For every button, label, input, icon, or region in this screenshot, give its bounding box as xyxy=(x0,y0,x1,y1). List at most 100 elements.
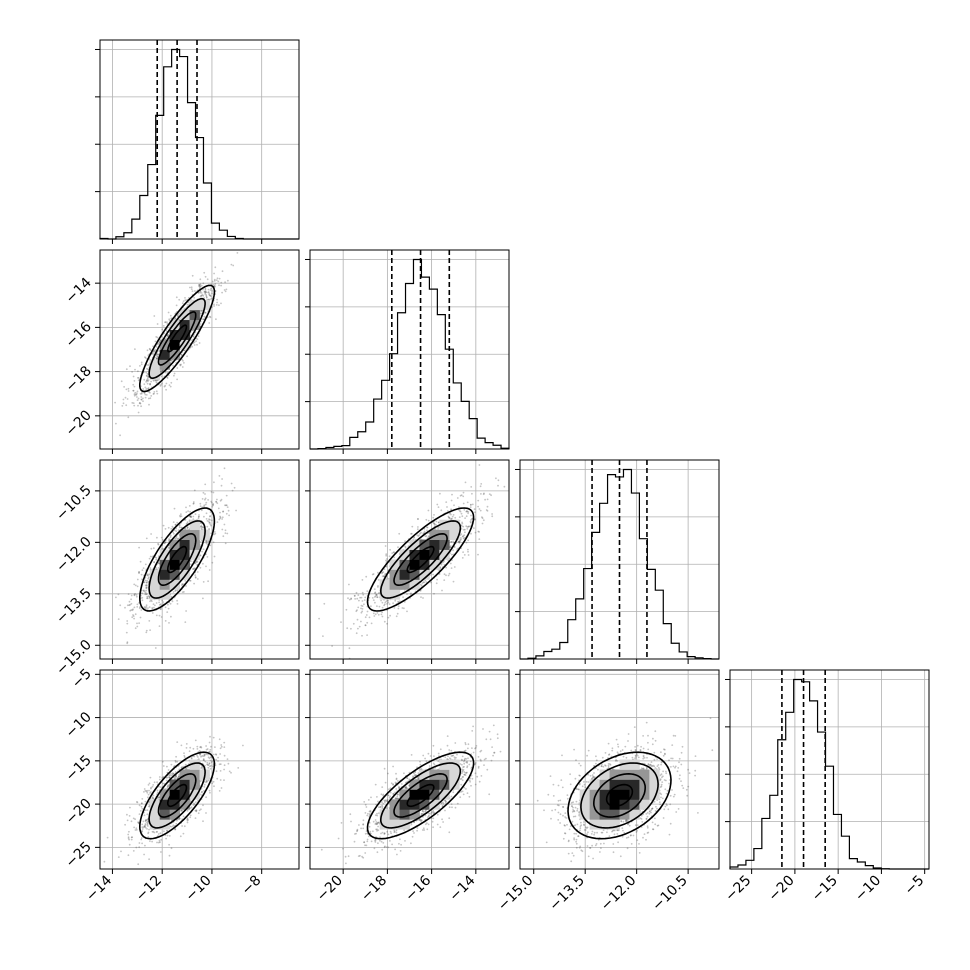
sample-point xyxy=(126,622,129,625)
sample-point xyxy=(148,620,151,622)
sample-point xyxy=(153,561,156,564)
sample-point xyxy=(170,847,173,850)
sample-point xyxy=(323,602,326,605)
sample-point xyxy=(170,615,172,618)
sample-point xyxy=(145,371,148,374)
sample-point xyxy=(435,582,438,585)
sample-point xyxy=(201,550,204,553)
sample-point xyxy=(133,394,136,397)
sample-point xyxy=(200,767,202,769)
sample-point xyxy=(141,826,144,828)
sample-point xyxy=(220,281,223,284)
sample-point xyxy=(145,604,148,607)
sample-point xyxy=(137,397,140,400)
sample-point xyxy=(147,379,150,382)
density-cell xyxy=(159,359,171,370)
sample-point xyxy=(436,578,438,581)
sample-point xyxy=(219,515,221,518)
sample-point xyxy=(157,343,159,346)
sample-point xyxy=(362,593,365,596)
sample-point xyxy=(437,506,440,508)
sample-point xyxy=(202,548,205,551)
sample-point xyxy=(447,516,450,519)
sample-point xyxy=(214,746,216,748)
contour-line xyxy=(139,284,216,393)
sample-point xyxy=(191,290,194,292)
sample-point xyxy=(213,303,215,306)
sample-point xyxy=(440,509,443,512)
sample-point xyxy=(188,515,191,518)
density-cell xyxy=(409,549,420,560)
sample-point xyxy=(186,355,189,358)
sample-point xyxy=(201,526,204,528)
sample-point xyxy=(164,606,167,609)
sample-point xyxy=(172,772,175,775)
sample-point xyxy=(380,613,383,616)
sample-point xyxy=(149,391,151,394)
density-cell xyxy=(409,569,420,580)
sample-point xyxy=(199,554,202,557)
sample-point xyxy=(145,379,148,382)
sample-point xyxy=(467,548,469,551)
sample-point xyxy=(385,600,388,603)
sample-point xyxy=(460,512,463,515)
sample-point xyxy=(201,526,203,529)
sample-point xyxy=(391,552,394,554)
sample-point xyxy=(409,593,412,595)
sample-point xyxy=(236,252,239,254)
sample-point xyxy=(161,328,164,331)
sample-point xyxy=(151,352,154,355)
sample-point xyxy=(358,625,361,628)
sample-point xyxy=(153,315,156,317)
sample-point xyxy=(350,627,352,630)
density-cell xyxy=(439,549,450,560)
sample-point xyxy=(133,583,136,586)
sample-point xyxy=(145,537,148,540)
sample-point xyxy=(192,747,195,750)
sample-point xyxy=(478,464,481,466)
sample-point xyxy=(357,606,360,609)
sample-point xyxy=(158,562,161,565)
sample-point xyxy=(465,510,468,513)
sample-point xyxy=(368,596,371,599)
sample-point xyxy=(410,532,413,535)
sample-point xyxy=(440,563,443,566)
scatter-1-2 xyxy=(318,464,506,659)
sample-point xyxy=(445,574,447,577)
sample-point xyxy=(477,499,480,502)
sample-point xyxy=(140,837,143,839)
sample-point xyxy=(346,627,349,630)
sample-point xyxy=(143,378,146,381)
sample-point xyxy=(181,366,184,368)
sample-point xyxy=(122,398,125,401)
sample-point xyxy=(136,585,139,588)
sample-point xyxy=(357,594,360,596)
sample-point xyxy=(223,754,226,757)
sample-point xyxy=(209,511,212,513)
density-cell xyxy=(179,539,190,550)
sample-point xyxy=(190,563,192,566)
sample-point xyxy=(138,571,140,574)
sample-point xyxy=(168,784,170,786)
sample-point xyxy=(130,602,133,605)
sample-point xyxy=(143,392,146,394)
sample-point xyxy=(465,541,468,544)
sample-point xyxy=(437,521,440,524)
sample-point xyxy=(174,589,177,592)
sample-point xyxy=(219,770,222,772)
sample-point xyxy=(214,532,217,535)
sample-point xyxy=(132,614,134,616)
sample-point xyxy=(417,535,420,537)
sample-point xyxy=(200,746,203,749)
sample-point xyxy=(173,529,176,532)
sample-point xyxy=(441,561,444,564)
sample-point xyxy=(403,601,406,603)
sample-point xyxy=(121,405,124,407)
sample-point xyxy=(158,350,161,352)
sample-point xyxy=(194,513,197,515)
panel-border xyxy=(99,39,300,240)
sample-point xyxy=(148,347,151,350)
density-cell xyxy=(379,579,390,590)
density-cell xyxy=(159,349,171,360)
sample-point xyxy=(450,541,453,543)
